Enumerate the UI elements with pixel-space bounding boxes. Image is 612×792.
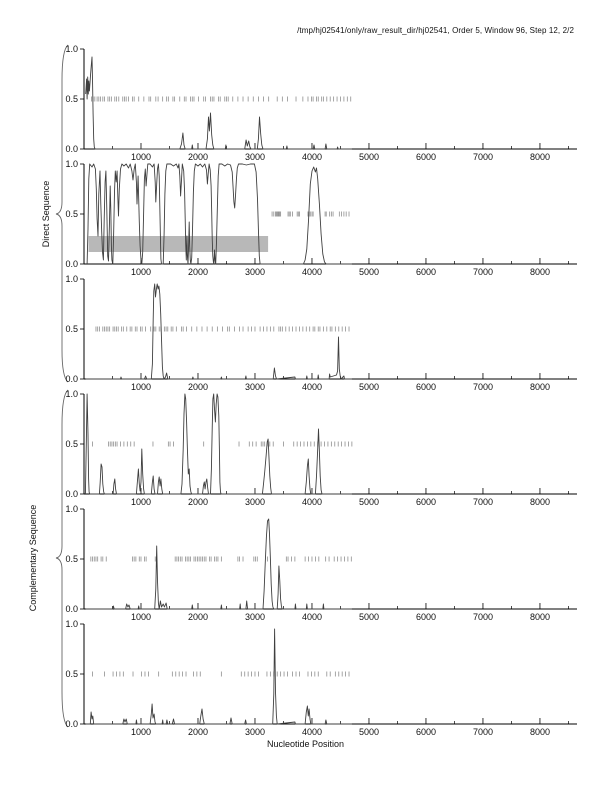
orf-markers [91,96,352,102]
panel-complementary-frame-2-plot: 1000 2000 3000 4000 5000 6000 7000 8000 0.0 0.5 1.… [65,504,577,622]
x-tick-label: 3000 [245,267,265,277]
x-tick-label: 1000 [131,267,151,277]
y-tick-label: 1.0 [65,159,78,169]
x-axis-title: Nucleotide Position [266,739,345,749]
x-tick-label: 6000 [416,497,436,507]
probability-curve [84,393,352,495]
y-tick-label: 0.0 [65,374,78,384]
x-tick-label: 4000 [302,382,322,392]
x-tick-label: 7000 [473,267,493,277]
x-tick-label: 6000 [416,612,436,622]
probability-curve [85,56,352,150]
y-tick-label: 0.5 [65,94,78,104]
x-tick-label: 5000 [359,152,379,162]
y-tick-label: 1.0 [65,274,78,284]
y-tick-label: 0.5 [65,669,78,679]
x-tick-label: 2000 [188,267,208,277]
x-tick-label: 7000 [473,152,493,162]
probability-curve [85,518,352,610]
y-tick-label: 1.0 [65,504,78,514]
probability-curve [85,628,352,725]
group-braces [55,44,69,728]
x-tick-label: 8000 [530,727,550,737]
x-tick-label: 2000 [188,152,208,162]
x-tick-label: 7000 [473,727,493,737]
probability-curve [85,283,352,380]
x-tick-label: 3000 [245,382,265,392]
complementary-sequence-brace [55,389,69,728]
y-tick-label: 1.0 [65,389,78,399]
y-tick-label: 0.5 [65,439,78,449]
x-tick-label: 8000 [530,497,550,507]
x-tick-label: 5000 [359,497,379,507]
x-tick-label: 5000 [359,382,379,392]
panel-direct-frame-3-plot: 1000 2000 3000 4000 5000 6000 7000 8000 0.0 0.5 1.… [65,274,577,392]
y-tick-label: 0.5 [65,554,78,564]
panel-complementary-frame-3-plot: 1000 2000 3000 4000 5000 6000 7000 8000 0.0 0.5 1.… [65,619,577,737]
y-tick-label: 0.5 [65,209,78,219]
x-tick-label: 6000 [416,382,436,392]
x-tick-label: 7000 [473,612,493,622]
direct-sequence-brace [55,44,69,383]
x-tick-label: 6000 [416,267,436,277]
y-tick-label: 1.0 [65,44,78,54]
plot-title: /tmp/hj02541/only/raw_result_dir/hj02541… [297,26,574,35]
x-tick-label: 1000 [131,382,151,392]
x-tick-label: 3000 [245,497,265,507]
masked-region-bar [88,236,269,252]
orf-markers [92,441,353,447]
x-tick-label: 4000 [302,497,322,507]
x-tick-label: 1000 [131,152,151,162]
x-tick-label: 7000 [473,382,493,392]
y-tick-label: 0.0 [65,719,78,729]
x-tick-label: 4000 [302,267,322,277]
y-tick-label: 1.0 [65,619,78,629]
x-tick-label: 3000 [245,612,265,622]
x-tick-label: 4000 [302,152,322,162]
x-tick-label: 2000 [188,612,208,622]
x-tick-label: 8000 [530,267,550,277]
y-tick-label: 0.0 [65,604,78,614]
panel-direct-frame-1-plot: 1000 2000 3000 4000 5000 6000 7000 8000 0.0 0.5 1.… [65,44,577,162]
panel-complementary-frame-1-plot: 1000 2000 3000 4000 5000 6000 7000 8000 0.0 0.5 1.… [65,389,577,507]
probability-curve [86,163,352,265]
x-tick-label: 8000 [530,612,550,622]
x-tick-label: 3000 [245,152,265,162]
panel-direct-frame-2-plot: 1000 2000 3000 4000 5000 6000 7000 8000 0.0 0.5 1.… [65,159,577,277]
orf-markers [92,671,350,677]
x-tick-label: 4000 [302,612,322,622]
x-tick-label: 5000 [359,727,379,737]
x-tick-label: 1000 [131,497,151,507]
x-tick-label: 1000 [131,612,151,622]
orf-markers [90,556,352,562]
y-tick-label: 0.5 [65,324,78,334]
x-tick-label: 5000 [359,612,379,622]
x-tick-label: 8000 [530,382,550,392]
x-tick-label: 5000 [359,267,379,277]
orf-markers [95,326,350,332]
x-tick-label: 3000 [245,727,265,737]
x-tick-label: 6000 [416,152,436,162]
x-tick-label: 2000 [188,727,208,737]
y-tick-label: 0.0 [65,259,78,269]
axes [83,394,577,495]
x-tick-label: 1000 [131,727,151,737]
x-tick-label: 2000 [188,497,208,507]
x-tick-label: 8000 [530,152,550,162]
y-tick-label: 0.0 [65,144,78,154]
y-tick-label: 0.0 [65,489,78,499]
x-tick-label: 6000 [416,727,436,737]
orf-markers [271,211,350,217]
x-tick-label: 2000 [188,382,208,392]
x-tick-label: 7000 [473,497,493,507]
x-tick-label: 4000 [302,727,322,737]
